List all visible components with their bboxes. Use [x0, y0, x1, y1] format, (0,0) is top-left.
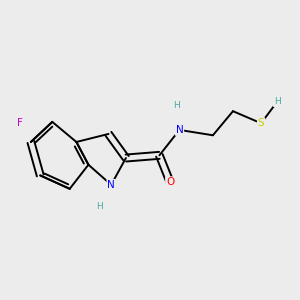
Text: N: N — [176, 125, 183, 135]
Text: H: H — [173, 101, 180, 110]
Text: S: S — [258, 118, 264, 128]
Text: F: F — [17, 118, 23, 128]
Text: H: H — [96, 202, 103, 211]
Text: N: N — [107, 180, 115, 190]
Text: H: H — [274, 97, 281, 106]
Text: O: O — [166, 177, 174, 187]
